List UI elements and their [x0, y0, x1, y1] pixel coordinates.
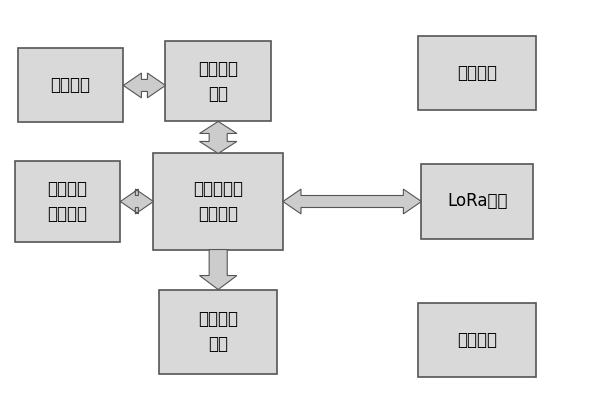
- Bar: [419, 303, 536, 376]
- Text: 保护模块: 保护模块: [457, 64, 497, 83]
- Text: 人机界面
模块: 人机界面 模块: [198, 60, 238, 103]
- Bar: [15, 162, 120, 241]
- Text: 电源接口: 电源接口: [457, 330, 497, 349]
- Polygon shape: [123, 73, 166, 98]
- Bar: [160, 289, 277, 374]
- Text: 水源输出
控制模块: 水源输出 控制模块: [48, 180, 88, 223]
- Text: 计费模块: 计费模块: [51, 77, 91, 94]
- Polygon shape: [200, 249, 237, 289]
- Bar: [166, 42, 271, 121]
- Text: LoRa模块: LoRa模块: [447, 193, 508, 210]
- Polygon shape: [283, 189, 422, 214]
- Bar: [18, 48, 123, 123]
- Text: 监控指示
模块: 监控指示 模块: [198, 310, 238, 353]
- Polygon shape: [200, 121, 237, 154]
- Text: 饮水机状态
检测模块: 饮水机状态 检测模块: [193, 180, 243, 223]
- Bar: [422, 164, 533, 239]
- Bar: [419, 36, 536, 110]
- Polygon shape: [120, 189, 154, 214]
- Bar: [154, 154, 283, 249]
